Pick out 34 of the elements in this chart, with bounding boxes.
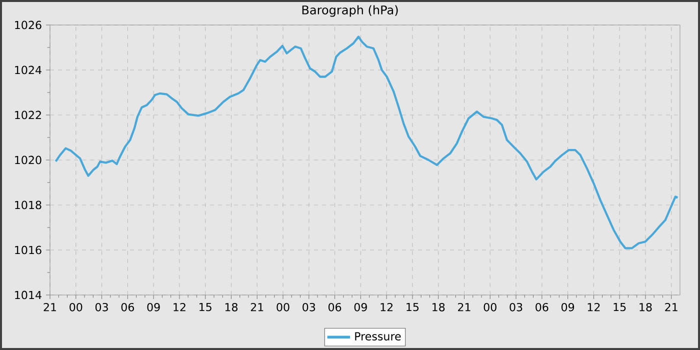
y-tick-label: 1022	[15, 110, 41, 120]
x-tick-label: 09	[147, 302, 160, 312]
y-tick-label: 1024	[15, 66, 42, 74]
x-tick-label: 06	[328, 302, 342, 312]
legend-label: Pressure	[355, 332, 401, 340]
x-tick-label: 18	[432, 302, 445, 312]
x-tick-label: 03	[510, 302, 522, 312]
x-tick-label: 18	[225, 302, 238, 312]
x-tick-label: 18	[640, 302, 652, 312]
y-tick-label: 1026	[15, 20, 42, 30]
x-tick-label: 06	[536, 302, 548, 312]
x-tick-label: 06	[121, 302, 134, 312]
x-tick-label: 12	[174, 302, 186, 312]
x-tick-label: 12	[380, 302, 393, 312]
x-tick-label: 21	[458, 302, 470, 312]
x-tick-label: 03	[302, 302, 316, 312]
x-tick-label: 21	[44, 302, 56, 312]
x-tick-label: 21	[665, 302, 678, 312]
y-tick-label: 1018	[15, 200, 42, 210]
chart-title: Barograph (hPa)	[302, 5, 398, 17]
x-tick-label: 21	[250, 302, 264, 312]
x-tick-label: 15	[200, 302, 212, 312]
x-tick-label: 09	[561, 302, 574, 312]
x-tick-label: 12	[588, 302, 600, 312]
x-tick-label: 15	[406, 302, 419, 312]
x-tick-label: 00	[484, 302, 496, 312]
x-tick-label: 09	[354, 302, 367, 312]
x-tick-label: 15	[614, 302, 626, 312]
y-tick-label: 1020	[15, 156, 42, 164]
x-tick-label: 00	[276, 302, 290, 312]
y-tick-label: 1016	[15, 246, 42, 254]
x-tick-label: 03	[95, 302, 108, 312]
x-tick-label: 00	[70, 302, 82, 312]
y-tick-label: 1014	[15, 290, 42, 300]
